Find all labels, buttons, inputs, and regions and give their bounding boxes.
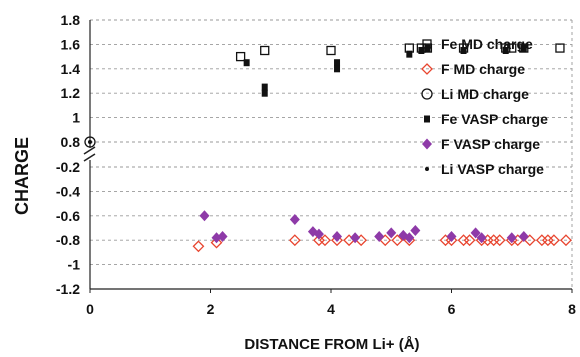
fe-vasp-charge-point bbox=[243, 59, 250, 67]
axes: 1.8 1.6 1.4 1.2 1 0.8 -0.2 -0.4 -0.6 -0.8 -1 -1.2 0 2… bbox=[56, 12, 576, 317]
fe-md-charge-point bbox=[519, 43, 529, 53]
li-md-charge-point bbox=[84, 136, 96, 148]
legend-label-f-md-charge: F MD charge bbox=[441, 61, 525, 77]
legend-label-fe-vasp-charge: Fe VASP charge bbox=[441, 111, 548, 127]
y-tick-label: -0.4 bbox=[56, 183, 80, 199]
fe-vasp-charge-point bbox=[261, 89, 268, 97]
legend-label-li-md-charge: Li MD charge bbox=[441, 86, 529, 102]
f-vasp-charge-point bbox=[199, 210, 210, 222]
legend-label-li-vasp-charge: Li VASP charge bbox=[441, 161, 544, 177]
y-tick-label: 1.4 bbox=[61, 61, 81, 77]
f-vasp-charge-point bbox=[386, 227, 397, 239]
f-vasp-charge-point bbox=[476, 232, 487, 244]
legend-marker-li-vasp-charge bbox=[425, 167, 429, 171]
fe-vasp-charge-point bbox=[406, 50, 413, 58]
f-md-charge-point bbox=[331, 234, 343, 247]
axis-break-mark bbox=[83, 146, 96, 162]
f-vasp-charge-point bbox=[332, 231, 343, 243]
y-tick-label: 1.8 bbox=[61, 12, 81, 28]
y-tick-label: 0.8 bbox=[61, 134, 81, 150]
x-axis-title: DISTANCE FROM Li+ (Å) bbox=[244, 336, 419, 353]
x-tick-label: 8 bbox=[568, 301, 576, 317]
legend-marker-li-md-charge bbox=[421, 88, 433, 100]
f-md-charge-point bbox=[463, 234, 476, 247]
f-vasp-charge-point bbox=[289, 213, 300, 225]
fe-md-charge-point bbox=[326, 45, 336, 56]
legend: Fe MD charge F MD charge Li MD charge Fe VA… bbox=[421, 36, 548, 177]
f-md-charge-point bbox=[288, 234, 301, 247]
grid bbox=[90, 19, 573, 289]
f-md-charge-point bbox=[548, 234, 560, 247]
fe-vasp-charge-point bbox=[520, 44, 527, 52]
fe-md-charge-point bbox=[555, 43, 565, 53]
legend-marker-fe-vasp-charge bbox=[424, 115, 430, 123]
f-vasp-charge-point bbox=[313, 228, 324, 240]
f-vasp-charge-point bbox=[374, 231, 385, 243]
f-vasp-charge-point bbox=[350, 232, 361, 244]
y-tick-label: 1.6 bbox=[61, 36, 81, 52]
f-vasp-charge-point bbox=[446, 231, 457, 243]
fe-md-charge-point bbox=[260, 45, 270, 56]
fe-vasp-charge-point bbox=[502, 47, 509, 54]
f-vasp-charge-point bbox=[506, 232, 517, 244]
x-tick-label: 0 bbox=[86, 301, 94, 317]
legend-marker-f-md-charge bbox=[421, 63, 433, 75]
axis-break-gap bbox=[85, 148, 95, 160]
f-md-charge-point bbox=[560, 234, 572, 247]
fe-vasp-charge-point bbox=[261, 83, 268, 91]
legend-label-fe-md-charge: Fe MD charge bbox=[441, 36, 533, 52]
legend-label-f-vasp-charge: F VASP charge bbox=[441, 136, 540, 152]
y-tick-label: -0.6 bbox=[56, 208, 80, 224]
f-vasp-charge-point bbox=[470, 227, 481, 239]
legend-marker-f-vasp-charge bbox=[422, 138, 432, 150]
f-md-charge-point bbox=[445, 234, 458, 247]
y-tick-label: -0.2 bbox=[56, 159, 80, 175]
fe-vasp-charge-point bbox=[334, 59, 341, 67]
f-vasp-charge-point bbox=[217, 231, 228, 243]
fe-md-charge-point bbox=[235, 51, 246, 62]
y-tick-label: 1.2 bbox=[61, 85, 81, 101]
y-tick-label: 1 bbox=[72, 110, 80, 126]
fe-vasp-charge-point bbox=[460, 47, 467, 54]
li-vasp-charge-point bbox=[88, 140, 92, 144]
f-md-charge-point bbox=[391, 234, 404, 247]
f-md-charge-point bbox=[192, 240, 205, 253]
f-md-charge-point bbox=[210, 236, 223, 249]
x-tick-label: 6 bbox=[448, 301, 456, 317]
f-md-charge-point bbox=[493, 234, 506, 247]
f-vasp-charge-point bbox=[410, 224, 421, 236]
y-axis-title: CHARGE bbox=[12, 137, 32, 215]
f-vasp-charge-point bbox=[404, 232, 415, 244]
y-tick-label: -1 bbox=[68, 257, 81, 273]
y-tick-label: -1.2 bbox=[56, 281, 80, 297]
fe-vasp-charge-point bbox=[418, 47, 425, 54]
x-tick-label: 4 bbox=[327, 301, 335, 317]
fe-vasp-charge-point bbox=[334, 65, 341, 73]
f-vasp-charge-point bbox=[518, 231, 529, 243]
y-tick-label: -0.8 bbox=[56, 232, 80, 248]
f-md-charge-point bbox=[319, 234, 331, 247]
data-marks bbox=[84, 43, 572, 253]
x-tick-label: 2 bbox=[207, 301, 215, 317]
legend-marker-fe-md-charge bbox=[422, 39, 432, 49]
